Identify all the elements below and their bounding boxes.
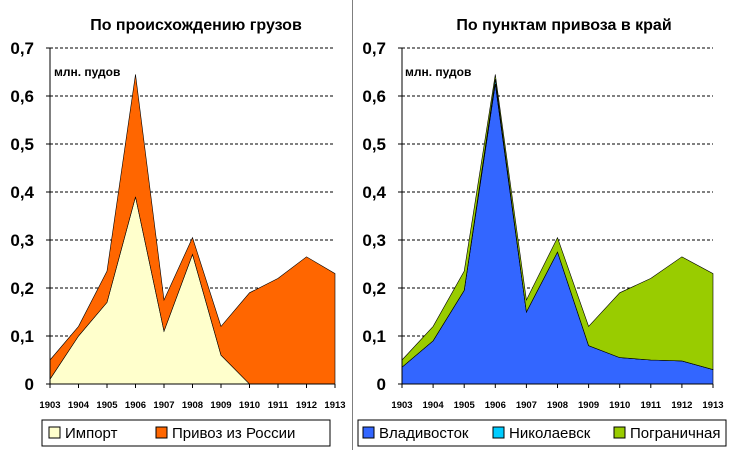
legend-label: Владивосток xyxy=(379,425,469,442)
x-tick-label: 1907 xyxy=(516,400,537,411)
chart-destination-panel: По пунктам привоза в край млн. пудов 0 0,… xyxy=(357,17,727,447)
x-tick-label: 1907 xyxy=(153,400,174,411)
y-tick-label: 0,6 xyxy=(10,87,34,106)
legend-box xyxy=(41,419,331,447)
y-tick-label: 0,7 xyxy=(362,39,386,58)
y-tick-label: 0,7 xyxy=(10,39,34,58)
x-tick-label: 1909 xyxy=(210,400,231,411)
x-tick-label: 1903 xyxy=(39,400,60,411)
y-tick-label: 0,1 xyxy=(362,327,386,346)
unit-label: млн. пудов xyxy=(405,65,471,79)
legend-swatch xyxy=(155,426,168,439)
unit-label: млн. пудов xyxy=(54,65,120,79)
legend-label: Импорт xyxy=(65,425,118,442)
x-tick-label: 1908 xyxy=(547,400,568,411)
panel-divider xyxy=(352,0,353,450)
y-tick-label: 0,4 xyxy=(362,183,386,202)
x-tick-label: 1908 xyxy=(182,400,203,411)
y-tick-label: 0,4 xyxy=(10,183,34,202)
y-tick-label: 0 xyxy=(377,375,386,394)
legend-box xyxy=(357,419,727,447)
y-tick-label: 0,2 xyxy=(10,279,34,298)
y-tick-label: 0,3 xyxy=(362,231,386,250)
x-tick-label: 1913 xyxy=(324,400,345,411)
y-tick-label: 0,1 xyxy=(10,327,34,346)
y-tick-label: 0,6 xyxy=(362,87,386,106)
legend-label: Николаевск xyxy=(509,425,591,442)
legend-label: Пограничная xyxy=(630,425,721,442)
y-tick-label: 0,5 xyxy=(362,135,386,154)
x-tick-label: 1903 xyxy=(391,400,412,411)
x-tick-label: 1910 xyxy=(609,400,630,411)
chart-title: По происхождению грузов xyxy=(90,17,302,34)
chart-origin-panel: По происхождению грузов млн. пудов 0 0,1 0… xyxy=(10,17,346,447)
y-tick-label: 0 xyxy=(25,375,34,394)
legend-swatch xyxy=(492,426,505,439)
y-tick-label: 0,3 xyxy=(10,231,34,250)
x-tick-label: 1911 xyxy=(268,400,289,411)
x-tick-label: 1912 xyxy=(671,400,692,411)
x-tick-label: 1904 xyxy=(68,400,90,411)
x-tick-label: 1911 xyxy=(640,400,661,411)
x-tick-label: 1904 xyxy=(423,400,445,411)
legend-swatch xyxy=(613,426,626,439)
chart-title: По пунктам привоза в край xyxy=(456,17,671,34)
legend-swatch xyxy=(362,426,375,439)
legend-swatch xyxy=(48,426,61,439)
x-tick-label: 1905 xyxy=(96,400,118,411)
y-tick-label: 0,5 xyxy=(10,135,34,154)
x-tick-label: 1906 xyxy=(485,400,506,411)
x-tick-label: 1910 xyxy=(239,400,260,411)
legend-label: Привоз из России xyxy=(172,425,295,442)
x-tick-label: 1905 xyxy=(454,400,476,411)
x-tick-label: 1912 xyxy=(296,400,317,411)
x-tick-label: 1909 xyxy=(578,400,599,411)
series-area xyxy=(401,74,714,370)
y-tick-label: 0,2 xyxy=(362,279,386,298)
x-tick-label: 1906 xyxy=(125,400,146,411)
x-tick-label: 1913 xyxy=(702,400,723,411)
